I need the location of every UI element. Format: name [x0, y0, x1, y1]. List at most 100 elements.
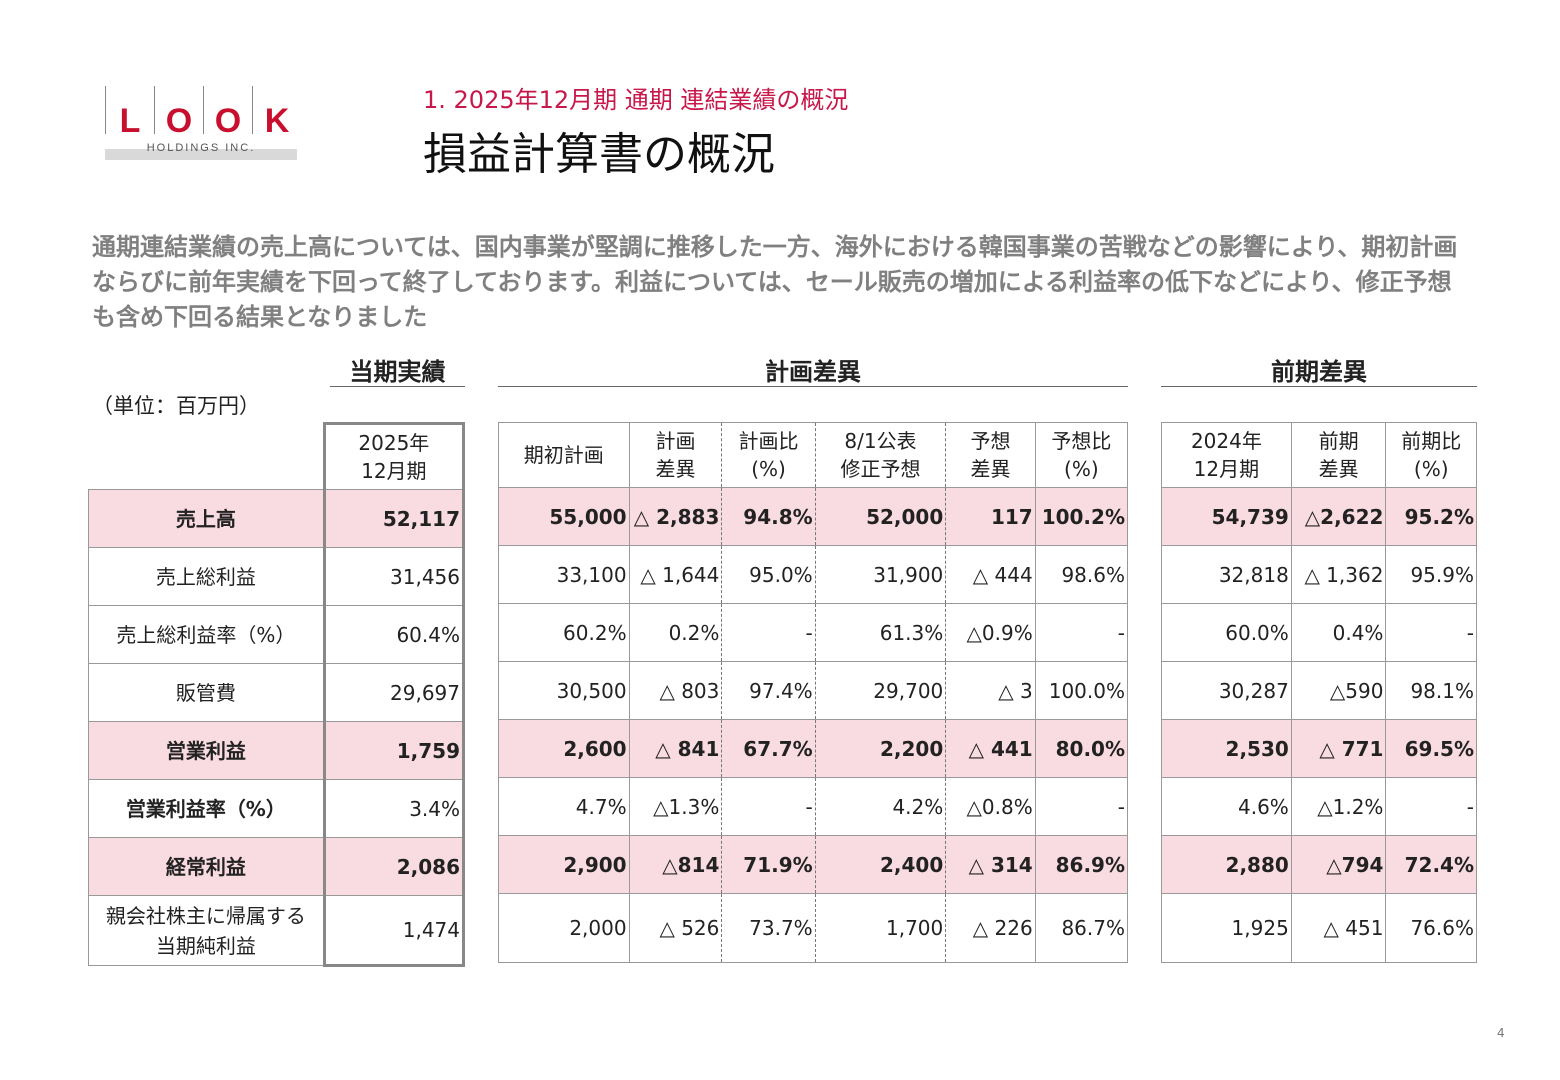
value-cell: 29,700	[814, 661, 947, 720]
value-cell: 29,697	[322, 663, 466, 722]
current-results-table: 2025年 12月期 売上高 52,117 売上総利益 31,456 売上総利益率（%） 6…	[88, 422, 466, 967]
value-cell: -	[1034, 777, 1129, 836]
table-row: 54,739 △2,622 95.2%	[1161, 487, 1477, 546]
value-cell: 86.9%	[1034, 835, 1129, 894]
value-cell: △794	[1290, 835, 1387, 894]
value-cell: 1,759	[322, 721, 466, 780]
column-header: 8/1公表 修正予想	[814, 422, 947, 488]
table-row: 55,000 △ 2,883 94.8% 52,000 117 100.2%	[498, 487, 1129, 546]
group-plan: 計画差異	[498, 352, 1128, 387]
value-cell: △590	[1290, 661, 1387, 720]
table-row: 30,500 △ 803 97.4% 29,700 △ 3 100.0%	[498, 661, 1129, 720]
value-cell: △ 1,362	[1290, 545, 1387, 604]
value-cell: △ 771	[1290, 719, 1387, 778]
value-cell: △ 441	[945, 719, 1036, 778]
table-row: 経常利益 2,086	[88, 837, 466, 896]
plan-variance-table: 期初計画 計画 差異 計画比 (%) 8/1公表 修正予想 予想 差異 予想比 (%) 55…	[498, 422, 1129, 963]
value-cell: △ 526	[628, 893, 723, 963]
value-cell: 52,117	[322, 489, 466, 548]
blank-cell	[89, 424, 325, 490]
value-cell: △ 841	[628, 719, 723, 778]
group-current: 当期実績	[330, 352, 465, 387]
table-row: 1,925 △ 451 76.6%	[1161, 893, 1477, 963]
value-cell: 117	[945, 487, 1036, 546]
table-row: 営業利益 1,759	[88, 721, 466, 780]
value-cell: 60.2%	[498, 603, 630, 662]
value-cell: △ 3	[945, 661, 1036, 720]
value-cell: 2,400	[814, 835, 947, 894]
table-row: 販管費 29,697	[88, 663, 466, 722]
page-title: 損益計算書の概況	[423, 129, 775, 180]
value-cell: 2,000	[498, 893, 630, 963]
value-cell: 3.4%	[322, 779, 466, 838]
column-header: 2025年 12月期	[322, 422, 466, 490]
value-cell: 60.0%	[1161, 603, 1292, 662]
value-cell: 54,739	[1161, 487, 1292, 546]
row-label: 営業利益	[88, 721, 325, 780]
value-cell: 71.9%	[721, 835, 816, 894]
table-row: 2,900 △814 71.9% 2,400 △ 314 86.9%	[498, 835, 1129, 894]
row-label: 売上総利益	[88, 547, 325, 606]
table-row: 親会社株主に帰属する 当期純利益 1,474	[88, 895, 466, 967]
table-row: 32,818 △ 1,362 95.9%	[1161, 545, 1477, 604]
header-row: 2025年 12月期	[89, 422, 466, 490]
value-cell: 95.0%	[721, 545, 816, 604]
page-number: 4	[1497, 1026, 1505, 1040]
value-cell: 2,200	[814, 719, 947, 778]
value-cell: 73.7%	[721, 893, 816, 963]
value-cell: 2,530	[1161, 719, 1292, 778]
row-label: 営業利益率（%）	[88, 779, 325, 838]
value-cell: △0.9%	[945, 603, 1036, 662]
value-cell: 61.3%	[814, 603, 947, 662]
value-cell: 69.5%	[1385, 719, 1477, 778]
value-cell: △ 2,883	[628, 487, 723, 546]
value-cell: 2,880	[1161, 835, 1292, 894]
value-cell: △ 803	[628, 661, 723, 720]
value-cell: 1,925	[1161, 893, 1292, 963]
value-cell: -	[721, 777, 816, 836]
value-cell: △ 314	[945, 835, 1036, 894]
table-row: 2,530 △ 771 69.5%	[1161, 719, 1477, 778]
table-row: 4.7% △1.3% -4.2% △0.8% -	[498, 777, 1129, 836]
value-cell: △814	[628, 835, 723, 894]
summary-text: 通期連結業績の売上高については、国内事業が堅調に推移した一方、海外における韓国事…	[92, 233, 1458, 331]
value-cell: △ 444	[945, 545, 1036, 604]
value-cell: 86.7%	[1034, 893, 1129, 963]
column-header: 計画比 (%)	[721, 422, 816, 488]
value-cell: 4.7%	[498, 777, 630, 836]
table-row: 60.2% 0.2% -61.3% △0.9% -	[498, 603, 1129, 662]
table-row: 営業利益率（%） 3.4%	[88, 779, 466, 838]
value-cell: 1,700	[814, 893, 947, 963]
value-cell: 32,818	[1161, 545, 1292, 604]
value-cell: 30,287	[1161, 661, 1292, 720]
value-cell: 60.4%	[322, 605, 466, 664]
value-cell: 95.9%	[1385, 545, 1477, 604]
value-cell: 100.0%	[1034, 661, 1129, 720]
value-cell: 1,474	[322, 895, 466, 967]
row-label: 経常利益	[88, 837, 325, 896]
value-cell: 4.2%	[814, 777, 947, 836]
column-header: 期初計画	[498, 422, 630, 488]
value-cell: 4.6%	[1161, 777, 1292, 836]
value-cell: 2,900	[498, 835, 630, 894]
value-cell: △2,622	[1290, 487, 1387, 546]
value-cell: 94.8%	[721, 487, 816, 546]
value-cell: 95.2%	[1385, 487, 1477, 546]
value-cell: -	[1385, 603, 1477, 662]
value-cell: △ 1,644	[628, 545, 723, 604]
value-cell: 30,500	[498, 661, 630, 720]
value-cell: 100.2%	[1034, 487, 1129, 546]
header-row: 期初計画 計画 差異 計画比 (%) 8/1公表 修正予想 予想 差異 予想比 (%)	[498, 422, 1129, 488]
value-cell: -	[721, 603, 816, 662]
row-label: 売上総利益率（%）	[88, 605, 325, 664]
value-cell: 98.1%	[1385, 661, 1477, 720]
column-header: 計画 差異	[628, 422, 723, 488]
value-cell: 31,900	[814, 545, 947, 604]
value-cell: △ 451	[1290, 893, 1387, 963]
value-cell: 67.7%	[721, 719, 816, 778]
table-row: 60.0% 0.4% -	[1161, 603, 1477, 662]
value-cell: △1.2%	[1290, 777, 1387, 836]
value-cell: 76.6%	[1385, 893, 1477, 963]
